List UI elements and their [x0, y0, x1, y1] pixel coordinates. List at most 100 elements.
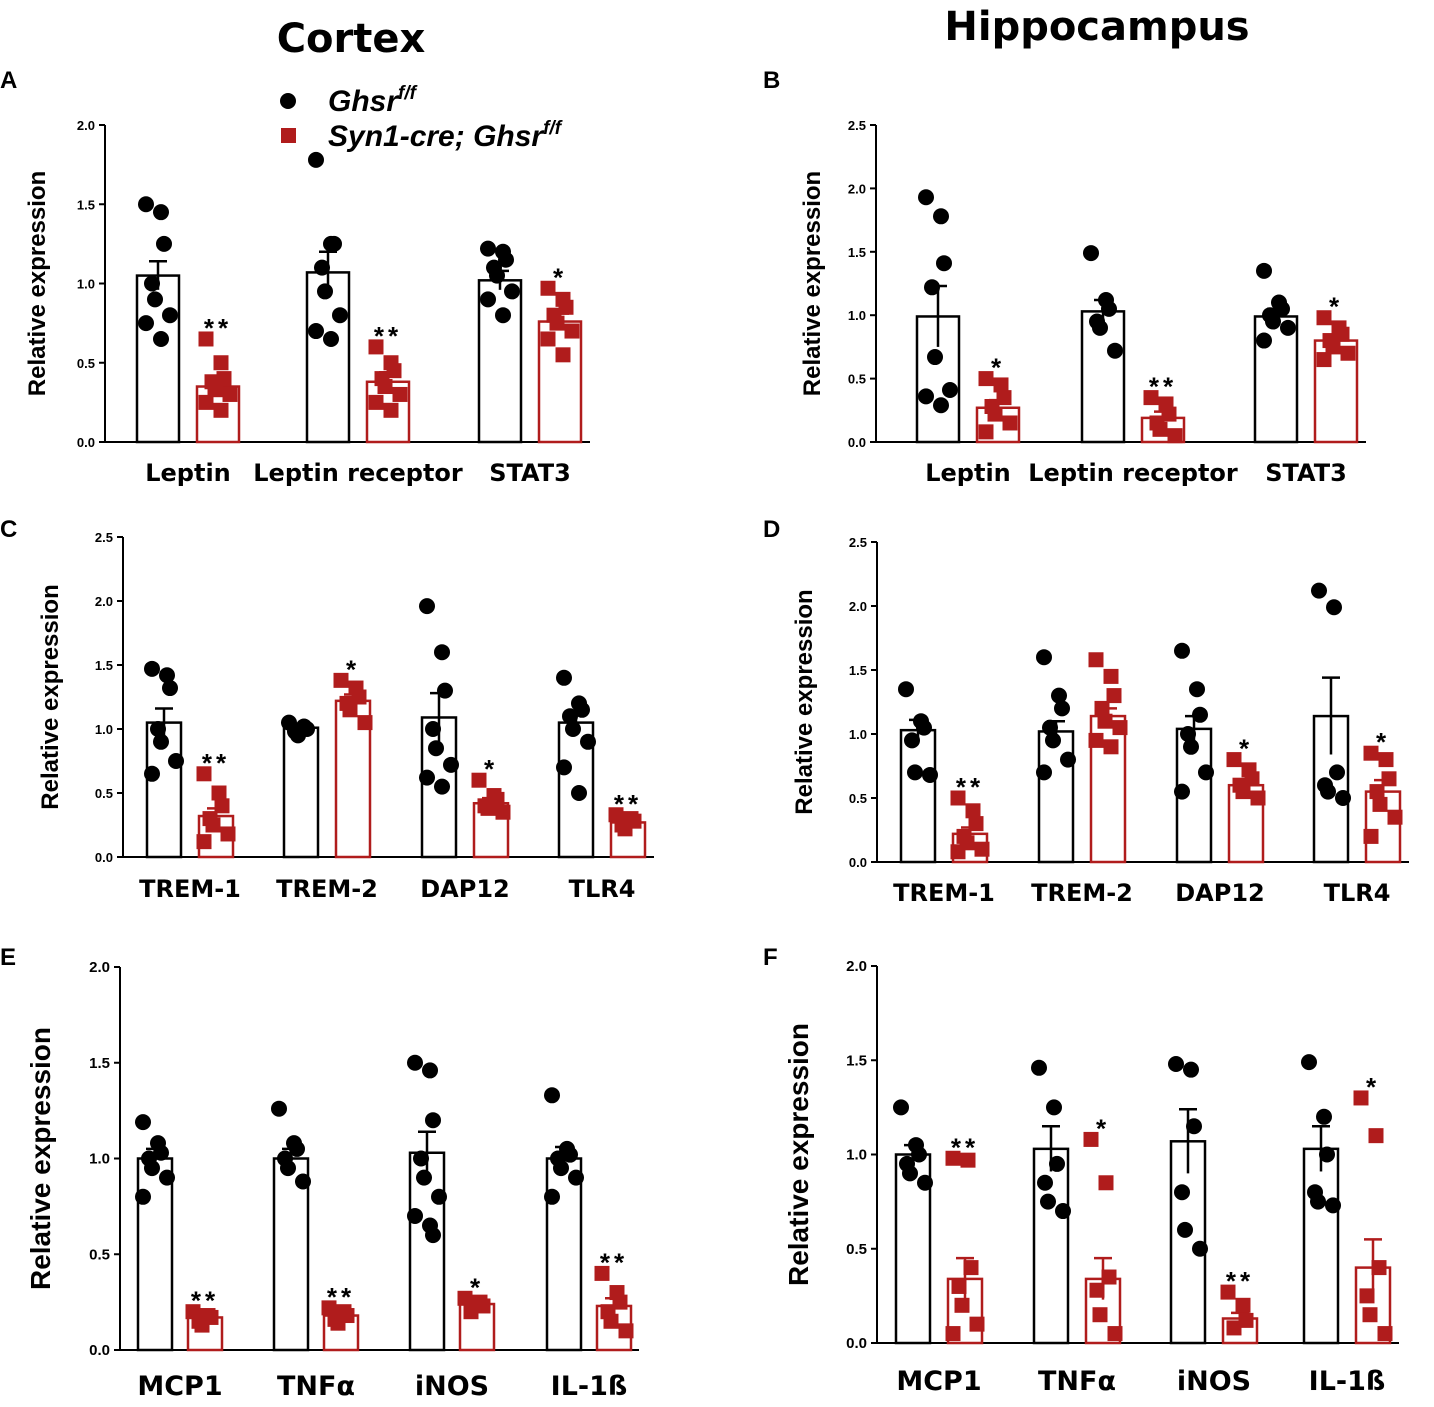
panel-letter: E	[0, 944, 16, 971]
data-point-syn1cre	[618, 1323, 634, 1339]
category-label: Leptin receptor	[253, 459, 463, 487]
data-point-ghsr	[144, 275, 160, 292]
data-point-syn1cre	[196, 834, 212, 850]
data-point-syn1cre	[1103, 739, 1119, 755]
data-point-ghsr	[1168, 1056, 1184, 1073]
y-tick-label: 0.5	[77, 356, 95, 371]
data-point-ghsr	[907, 764, 923, 781]
data-point-ghsr	[1256, 332, 1272, 349]
y-tick-label: 0.0	[89, 1342, 110, 1359]
data-point-ghsr	[271, 1100, 287, 1117]
data-point-syn1cre	[950, 790, 966, 806]
data-point-syn1cre	[974, 841, 990, 857]
data-point-syn1cre	[1002, 415, 1018, 431]
y-tick-label: 1.0	[849, 727, 867, 742]
y-tick-label: 0.5	[846, 1241, 867, 1258]
data-point-syn1cre	[392, 386, 408, 402]
data-point-ghsr	[280, 1160, 296, 1177]
data-point-ghsr	[1051, 687, 1067, 704]
significance-marker: *	[991, 353, 1005, 383]
bar-ghsr	[545, 1157, 583, 1352]
data-point-ghsr	[1186, 1118, 1202, 1135]
data-point-syn1cre	[1235, 784, 1251, 800]
panel-letter: C	[0, 516, 17, 543]
data-point-syn1cre	[1097, 713, 1113, 729]
data-point-syn1cre	[1083, 1131, 1099, 1147]
category-label: iNOS	[1177, 1366, 1251, 1397]
category-label: MCP1	[137, 1371, 222, 1402]
data-point-ghsr	[422, 1062, 438, 1079]
data-point-syn1cre	[1161, 406, 1177, 422]
data-point-ghsr	[933, 208, 949, 225]
data-point-syn1cre	[342, 702, 358, 718]
data-point-ghsr	[314, 259, 330, 276]
legend-label-ghsr: Ghsrf/f	[328, 83, 418, 118]
panel-letter: F	[763, 944, 778, 971]
data-point-ghsr	[295, 1173, 311, 1190]
significance-marker: *	[553, 262, 567, 292]
data-point-syn1cre	[951, 1278, 967, 1294]
significance-marker: **	[202, 748, 230, 778]
data-point-syn1cre	[945, 1150, 961, 1166]
data-point-syn1cre	[321, 1300, 337, 1316]
data-point-ghsr	[556, 669, 572, 686]
y-tick-label: 1.5	[95, 658, 113, 673]
data-point-ghsr	[434, 778, 450, 795]
data-point-syn1cre	[205, 817, 221, 833]
data-point-ghsr	[144, 660, 160, 677]
data-point-syn1cre	[333, 672, 349, 688]
data-point-syn1cre	[540, 280, 556, 296]
data-point-syn1cre	[1226, 752, 1242, 768]
data-point-syn1cre	[1353, 1090, 1369, 1106]
significance-marker: **	[374, 321, 402, 351]
data-point-ghsr	[568, 1169, 584, 1186]
data-point-ghsr	[480, 291, 496, 308]
data-point-ghsr	[1192, 706, 1208, 723]
data-point-syn1cre	[1381, 771, 1397, 787]
panel-letter: D	[763, 516, 780, 543]
data-point-ghsr	[144, 765, 160, 782]
data-point-ghsr	[556, 759, 572, 776]
data-point-ghsr	[153, 330, 169, 347]
significance-marker: **	[614, 789, 642, 819]
data-point-ghsr	[1192, 1240, 1208, 1257]
data-point-syn1cre	[357, 715, 373, 731]
data-point-syn1cre	[1363, 745, 1379, 761]
data-point-ghsr	[933, 397, 949, 414]
data-point-syn1cre	[1103, 668, 1119, 684]
data-point-ghsr	[1183, 738, 1199, 755]
data-point-ghsr	[153, 204, 169, 221]
data-point-ghsr	[1274, 300, 1290, 317]
data-point-ghsr	[942, 382, 958, 399]
data-point-ghsr	[419, 769, 435, 786]
data-point-syn1cre	[194, 1317, 210, 1333]
data-point-syn1cre	[495, 804, 511, 820]
significance-marker: **	[600, 1247, 628, 1277]
y-axis-label: Relative expression	[24, 171, 51, 396]
y-tick-label: 0.5	[95, 786, 113, 801]
y-tick-label: 0.5	[89, 1246, 110, 1263]
y-tick-label: 2.0	[848, 181, 866, 196]
data-point-syn1cre	[1369, 784, 1385, 800]
data-point-ghsr	[147, 291, 163, 308]
data-point-ghsr	[1174, 1184, 1190, 1201]
data-point-ghsr	[489, 267, 505, 284]
y-tick-label: 2.5	[848, 118, 866, 133]
data-point-ghsr	[1049, 1155, 1065, 1172]
category-label: STAT3	[1265, 459, 1347, 487]
category-label: IL-1ß	[551, 1371, 628, 1402]
legend: Ghsrf/f Syn1-cre; Ghsrf/f	[280, 83, 563, 153]
significance-marker: **	[1149, 372, 1177, 402]
data-point-ghsr	[922, 766, 938, 783]
category-label: TLR4	[1324, 879, 1391, 907]
data-point-ghsr	[544, 1188, 560, 1205]
data-point-ghsr	[1198, 764, 1214, 781]
data-point-syn1cre	[196, 766, 212, 782]
data-point-ghsr	[1101, 300, 1117, 317]
y-tick-label: 1.5	[89, 1055, 110, 1072]
legend-marker-ghsr	[280, 93, 296, 109]
data-point-ghsr	[1042, 719, 1058, 736]
category-label: MCP1	[896, 1366, 981, 1397]
